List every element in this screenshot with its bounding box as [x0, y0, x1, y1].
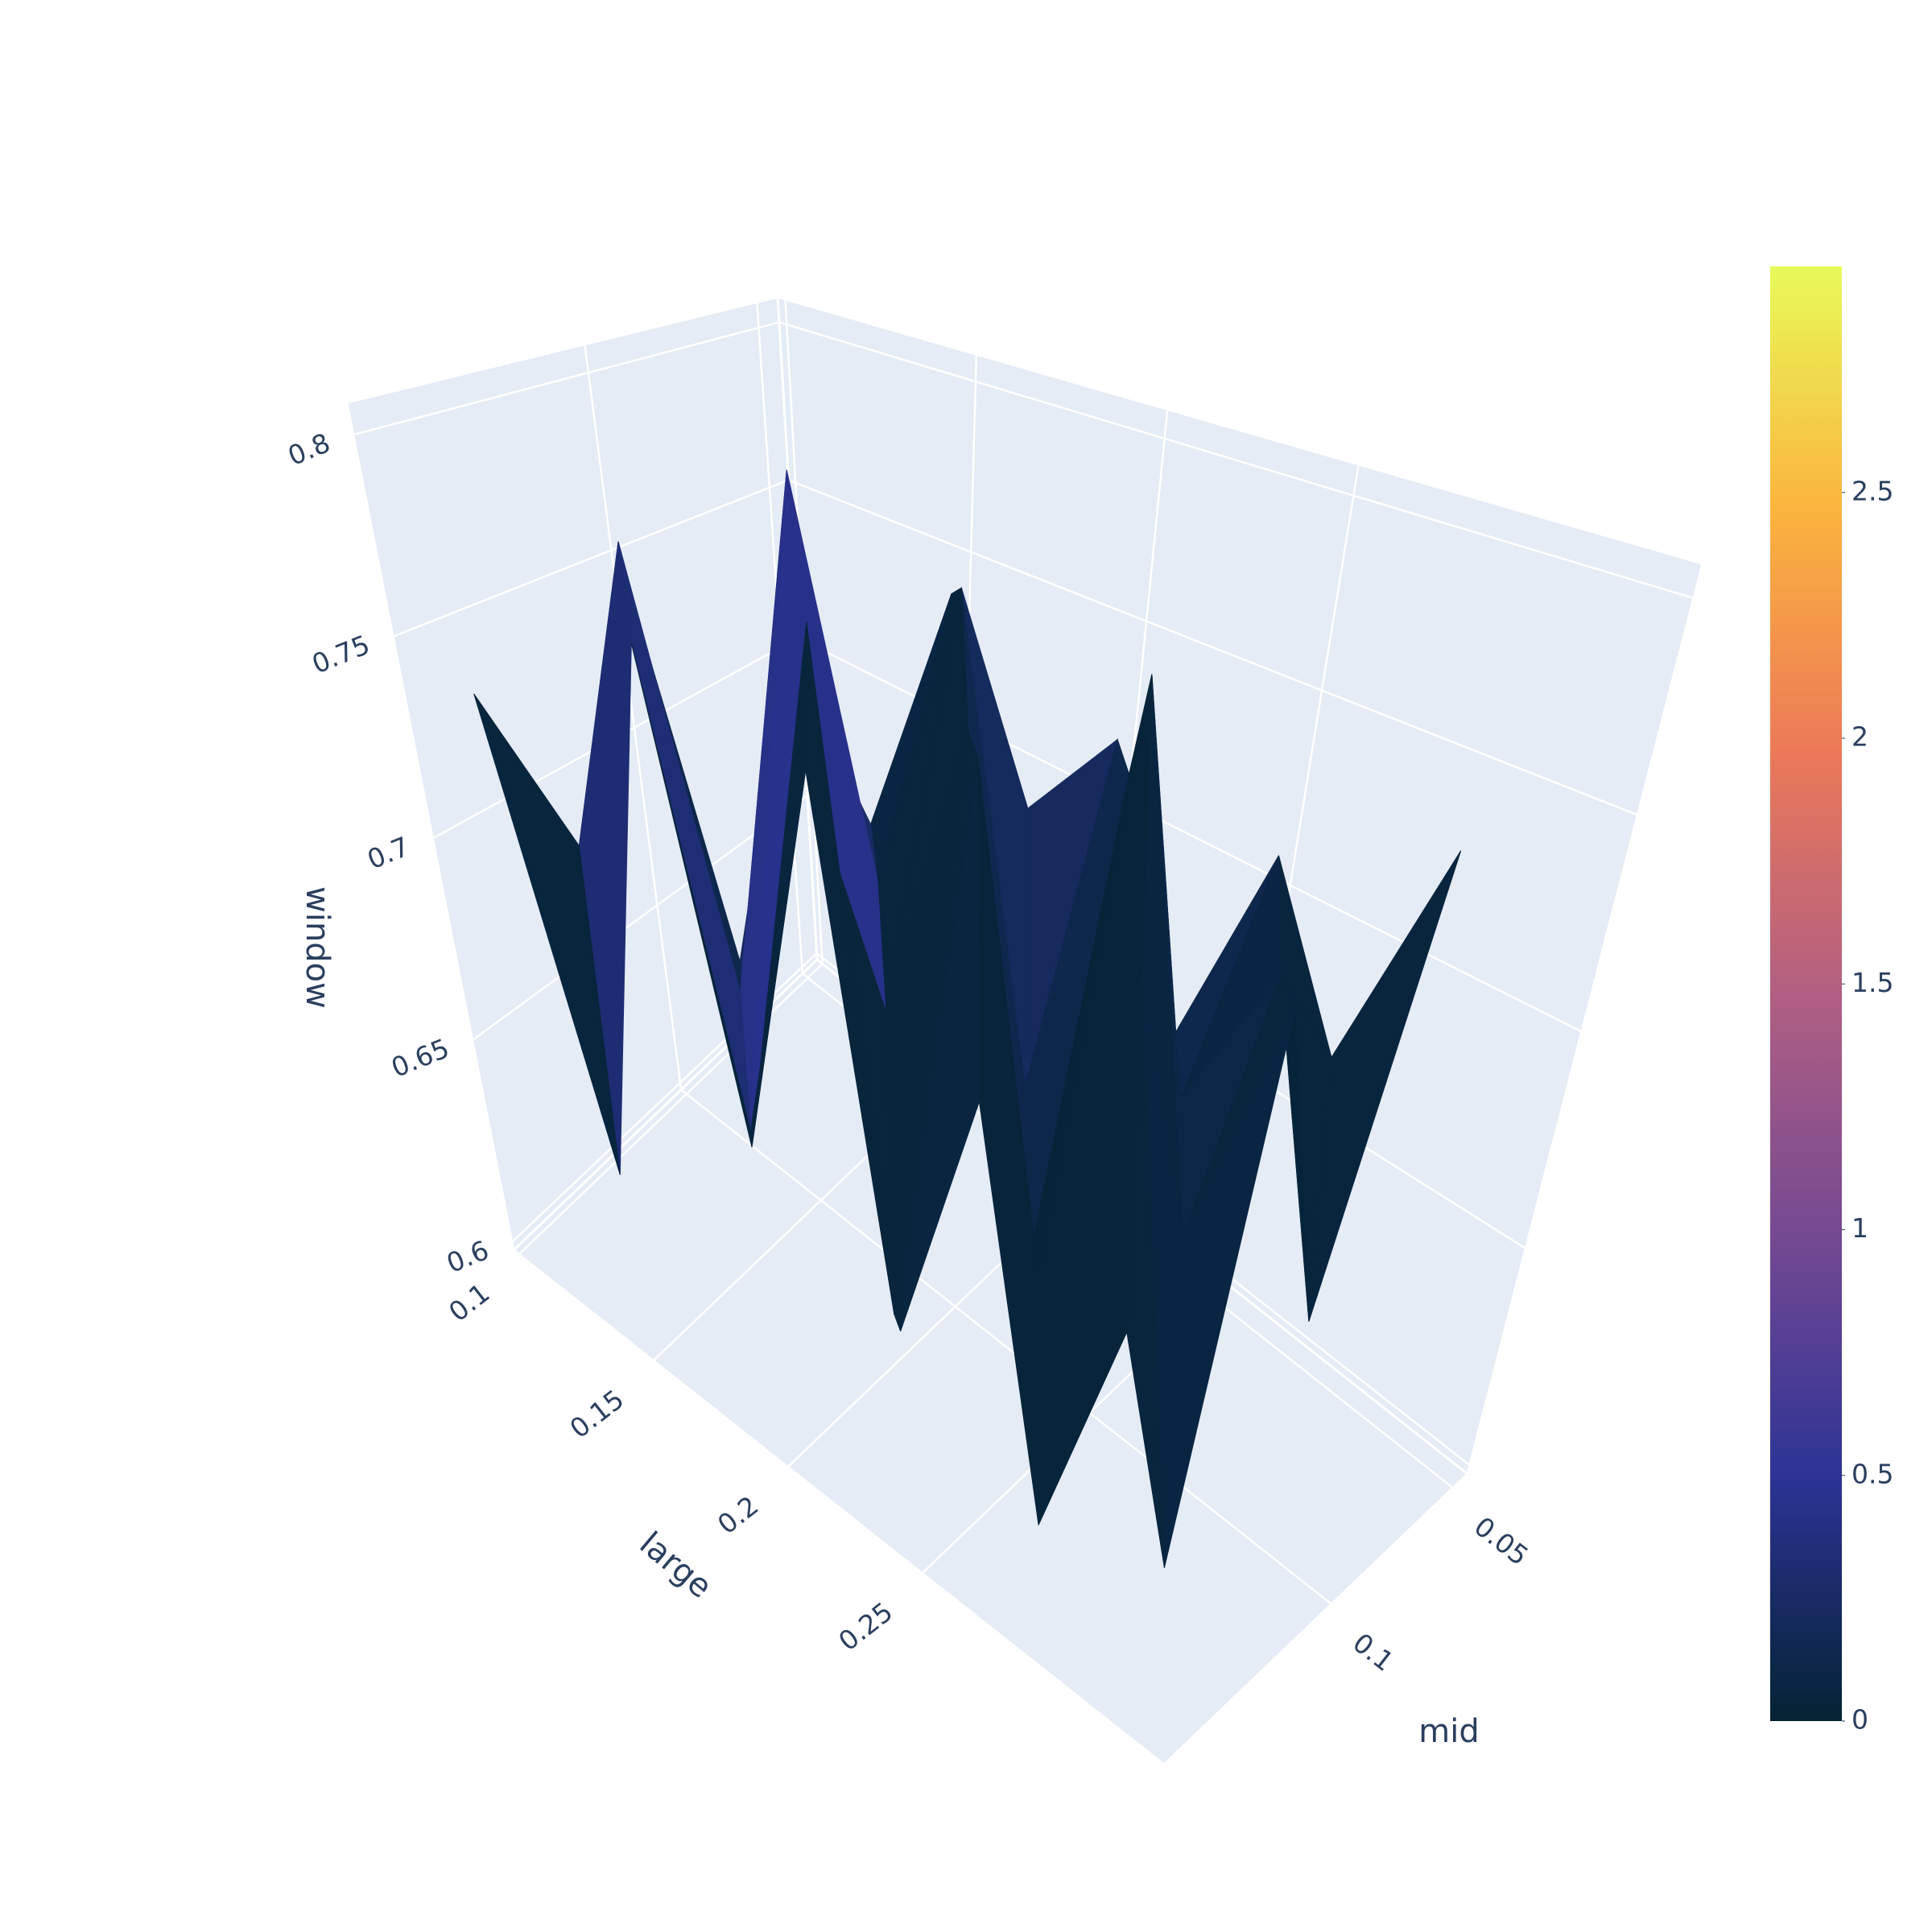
- z-tick-label: 0.75: [308, 629, 374, 680]
- z-tick-label: 0.8: [283, 427, 334, 472]
- grid-line: [472, 795, 808, 1042]
- x-tick-label: 0.25: [832, 1596, 898, 1657]
- grid-line: [584, 344, 683, 1090]
- surface-facet: [806, 621, 902, 1331]
- x-tick-label: 0.1: [443, 1277, 495, 1327]
- z-axis-title: window: [299, 886, 336, 1009]
- surface-facet: [979, 1101, 1040, 1525]
- colorbar-tick-label: 0.5: [1852, 1458, 1893, 1489]
- colorbar: [1770, 266, 1842, 1721]
- x-axis-title: large: [633, 1525, 719, 1605]
- surface-facet: [473, 693, 621, 1175]
- grid-line: [788, 479, 1638, 816]
- colorbar-tick-label: 2: [1852, 721, 1868, 753]
- colorbar-tick-label: 1: [1852, 1212, 1868, 1244]
- grid-line: [778, 321, 1695, 600]
- surface-facet: [617, 541, 632, 1175]
- x-tick-label: 0.2: [712, 1489, 764, 1540]
- y-tick-label: 0.05: [1468, 1510, 1534, 1571]
- y-tick-label: 0.1: [1347, 1627, 1399, 1678]
- grid-line: [518, 963, 824, 1256]
- y-axis-title: mid: [1418, 1713, 1479, 1750]
- colorbar-tick-label: 1.5: [1852, 967, 1893, 998]
- grid-line: [680, 1088, 1332, 1605]
- z-tick-label: 0.65: [387, 1032, 454, 1084]
- surface-facet: [630, 642, 753, 1148]
- colorbar-tick-label: 0: [1852, 1704, 1868, 1736]
- grid-line: [353, 321, 780, 436]
- surface-facet: [900, 757, 980, 1331]
- surface-facet: [751, 621, 807, 1148]
- z-tick-label: 0.6: [442, 1234, 493, 1279]
- x-tick-label: 0.15: [564, 1383, 630, 1444]
- z-tick-label: 0.7: [363, 831, 414, 876]
- surface-facet: [1038, 964, 1143, 1525]
- grid-line: [392, 479, 789, 638]
- colorbar-tick-label: 2.5: [1852, 475, 1893, 506]
